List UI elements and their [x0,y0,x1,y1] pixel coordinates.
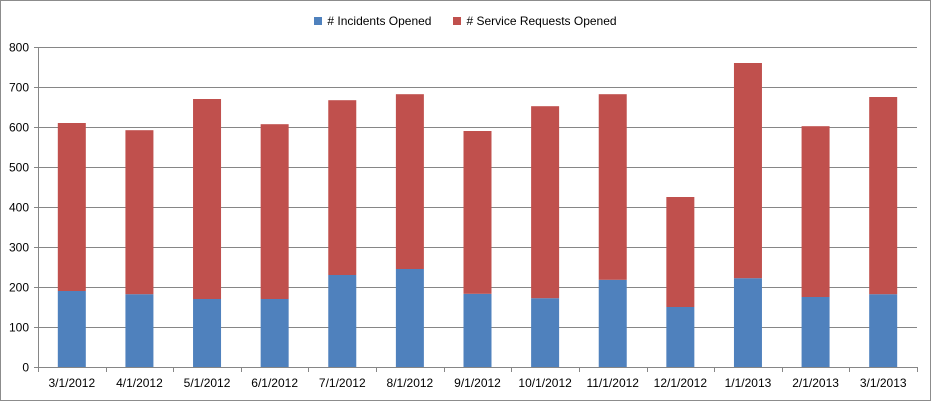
bar-incidents [666,307,695,367]
x-tick-label: 1/1/2013 [725,376,772,390]
bar-service-requests [57,123,86,291]
bar-service-requests [801,126,830,297]
x-tick-label: 7/1/2012 [319,376,366,390]
legend-swatch-service-requests [453,17,462,25]
x-tick-label: 6/1/2012 [251,376,298,390]
x-tick-label: 3/1/2013 [860,376,907,390]
bar-service-requests [666,197,695,307]
bar-incidents [801,297,830,367]
bar-incidents [463,293,492,367]
bar-service-requests [463,131,492,294]
legend-item-incidents: # Incidents Opened [314,12,431,30]
y-tick-label: 100 [9,321,29,335]
x-tick-label: 12/1/2012 [654,376,708,390]
bar-incidents [733,278,762,367]
x-tick-label: 11/1/2012 [586,376,639,390]
y-tick-label: 0 [22,361,29,375]
bar-incidents [531,298,560,367]
bar-service-requests [125,130,154,295]
x-tick-label: 5/1/2012 [184,376,231,390]
bar-incidents [328,275,357,367]
bar-service-requests [395,94,424,269]
bar-service-requests [531,106,560,299]
x-tick-label: 3/1/2012 [48,376,95,390]
legend-item-service-requests: # Service Requests Opened [453,12,617,30]
legend-label-incidents: # Incidents Opened [327,14,432,28]
y-tick-label: 500 [9,161,29,175]
y-tick-label: 600 [9,121,29,135]
bar-incidents [193,299,222,367]
bar-incidents [395,269,424,367]
bar-incidents [869,294,898,367]
bar-incidents [260,299,289,367]
y-tick-label: 700 [9,81,29,95]
x-tick-label: 9/1/2012 [454,376,501,390]
bar-incidents [57,291,86,367]
x-tick-label: 10/1/2012 [518,376,572,390]
y-tick-label: 400 [9,201,29,215]
x-tick-label: 4/1/2012 [116,376,163,390]
chart-legend: # Incidents Opened # Service Requests Op… [0,12,931,30]
bar-incidents [125,294,154,367]
x-tick-label: 8/1/2012 [387,376,434,390]
bar-incidents [598,279,627,367]
y-tick-label: 800 [9,41,29,55]
legend-swatch-incidents [314,17,323,25]
bar-service-requests [598,94,627,280]
bar-service-requests [193,99,222,299]
bar-service-requests [328,100,357,275]
legend-label-service-requests: # Service Requests Opened [466,14,617,28]
y-tick-label: 300 [9,241,29,255]
x-tick-label: 2/1/2013 [792,376,839,390]
bar-service-requests [260,124,289,299]
bar-service-requests [869,97,898,295]
y-tick-label: 200 [9,281,29,295]
bar-service-requests [733,63,762,279]
